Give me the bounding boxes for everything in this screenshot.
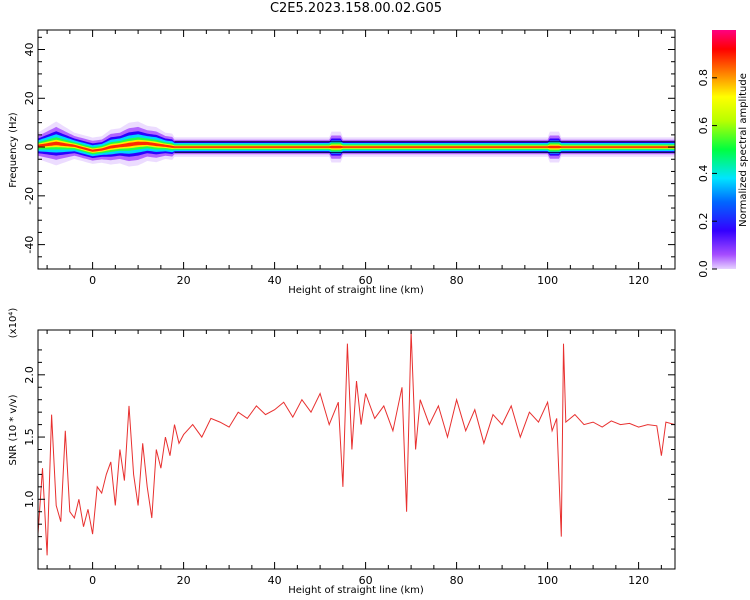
spectrogram-y-tick-label: 40 (23, 43, 36, 57)
colorbar-ticks: 0.0 0.2 0.4 0.6 0.8 (697, 69, 717, 278)
snr-y-multiplier: (x10⁴) (8, 308, 19, 339)
snr-x-tick-label: 40 (268, 574, 282, 587)
spectrogram-x-tick-label: 0 (89, 274, 96, 287)
snr-x-tick-label: 0 (89, 574, 96, 587)
colorbar-label: Normalized spectral amplitude (738, 73, 749, 227)
spectrogram-x-tick-label: 60 (359, 274, 373, 287)
spectrogram-x-tick-label: 80 (450, 274, 464, 287)
colorbar-tick-label: 0.8 (697, 69, 710, 87)
snr-frame (37, 329, 676, 570)
snr-x-tick-label: 60 (359, 574, 373, 587)
spectrogram-ticks: 0 20 40 60 80 100 120 -40 -20 0 20 40 (23, 30, 675, 287)
spectrogram-x-tick-label: 100 (537, 274, 558, 287)
spectrogram-contour-band (38, 139, 675, 153)
spectrogram-x-label: Height of straight line (km) (288, 285, 424, 296)
colorbar-tick-label: 0.0 (697, 260, 710, 278)
spectrogram-y-label: Frequency (Hz) (8, 112, 19, 188)
snr-x-label: Height of straight line (km) (288, 585, 424, 596)
snr-ticks: 0 20 40 60 80 100 120 1.0 1.5 2.0 (23, 330, 675, 587)
snr-panel: 0 20 40 60 80 100 120 1.0 1.5 2.0 Height of strai… (8, 308, 676, 596)
colorbar-tick-label: 0.2 (697, 212, 710, 230)
spectrogram-x-tick-label: 120 (628, 274, 649, 287)
snr-y-tick-label: 1.0 (23, 491, 36, 509)
snr-x-tick-label: 120 (628, 574, 649, 587)
snr-x-tick-label: 20 (177, 574, 191, 587)
spectrogram-contour-band (38, 141, 675, 152)
spectrogram-frame (37, 29, 676, 270)
chart-title: C2E5.2023.158.00.02.G05 (269, 1, 443, 16)
spectrogram-panel: 0 20 40 60 80 100 120 -40 -20 0 20 40 Height of str… (8, 29, 676, 296)
snr-y-label: SNR (10 * v/v) (8, 394, 19, 465)
colorbar-tick-label: 0.6 (697, 117, 710, 135)
colorbar: 0.0 0.2 0.4 0.6 0.8 Normalized spectral ampl… (697, 30, 749, 278)
snr-y-tick-label: 1.5 (23, 428, 36, 446)
spectrogram-y-tick-label: 20 (23, 91, 36, 105)
colorbar-gradient (712, 30, 736, 269)
spectrogram-y-tick-label: -20 (23, 187, 36, 205)
snr-x-tick-label: 80 (450, 574, 464, 587)
spectrogram-heatmap (38, 121, 675, 167)
spectrogram-x-tick-label: 20 (177, 274, 191, 287)
snr-x-tick-label: 100 (537, 574, 558, 587)
spectrogram-x-tick-label: 40 (268, 274, 282, 287)
spectrogram-y-tick-label: -40 (23, 236, 36, 254)
snr-y-tick-label: 2.0 (23, 366, 36, 384)
colorbar-tick-label: 0.4 (697, 165, 710, 183)
snr-series-line (38, 331, 675, 556)
spectrogram-y-tick-label: 0 (23, 144, 36, 151)
